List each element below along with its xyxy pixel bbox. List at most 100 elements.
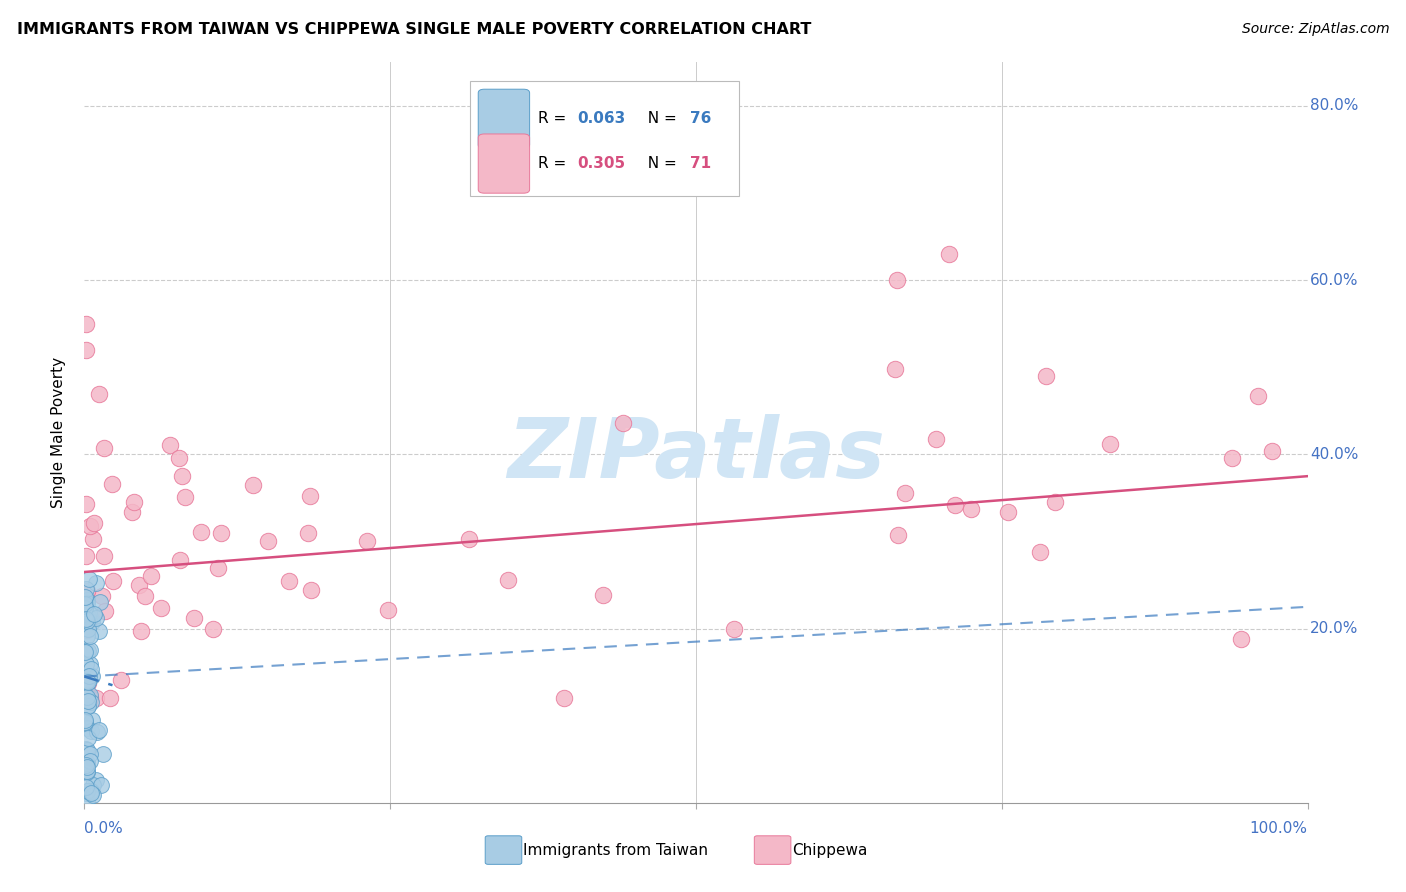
Point: [73, 590, 96, 604]
Point: [77, 621, 100, 635]
Point: [75, 549, 97, 563]
Point: [938, 247, 960, 261]
Point: [79, 657, 101, 671]
Point: [83, 516, 105, 530]
Point: [75, 601, 97, 615]
Point: [76, 721, 98, 735]
Point: [943, 498, 966, 512]
Point: [80, 669, 103, 683]
Point: [202, 622, 225, 636]
Point: [209, 525, 232, 540]
Point: [73, 620, 96, 634]
Point: [76, 596, 98, 610]
Point: [76, 629, 98, 643]
Point: [75, 317, 97, 331]
Point: [131, 624, 153, 639]
Point: [76, 756, 98, 770]
Point: [299, 489, 322, 503]
Point: [80, 714, 103, 728]
Point: [82, 532, 104, 546]
Text: 71: 71: [690, 156, 711, 171]
Point: [75, 612, 97, 626]
Point: [89, 595, 111, 609]
Point: [121, 505, 143, 519]
Point: [76, 623, 98, 637]
Point: [79, 688, 101, 702]
Point: [93, 549, 115, 563]
Point: [1247, 389, 1270, 403]
Point: [723, 622, 745, 636]
Point: [77, 668, 100, 682]
Point: [886, 527, 908, 541]
Point: [76, 793, 98, 807]
Point: [1220, 450, 1243, 465]
Point: [87, 723, 110, 738]
Point: [77, 613, 100, 627]
Text: 0.305: 0.305: [578, 156, 626, 171]
Point: [997, 505, 1019, 519]
Point: [76, 783, 98, 797]
Point: [592, 588, 614, 602]
Point: [73, 645, 96, 659]
Point: [79, 691, 101, 706]
Point: [77, 606, 100, 620]
Point: [149, 600, 172, 615]
Point: [683, 99, 706, 113]
Point: [75, 757, 97, 772]
Point: [278, 574, 301, 589]
Point: [553, 691, 575, 706]
Point: [1043, 495, 1066, 509]
Point: [1229, 632, 1251, 646]
Point: [183, 611, 205, 625]
Point: [76, 673, 98, 688]
Point: [207, 561, 229, 575]
Point: [1261, 444, 1284, 458]
Y-axis label: Single Male Poverty: Single Male Poverty: [51, 357, 66, 508]
Point: [79, 662, 101, 676]
Point: [498, 573, 520, 587]
Point: [173, 491, 195, 505]
Point: [356, 533, 378, 548]
Point: [75, 497, 97, 511]
Point: [98, 691, 121, 706]
Point: [76, 690, 98, 704]
Text: 60.0%: 60.0%: [1310, 273, 1358, 288]
Point: [75, 780, 97, 795]
Point: [82, 789, 104, 803]
Point: [76, 675, 98, 690]
Point: [458, 532, 481, 546]
Point: [79, 629, 101, 643]
Point: [169, 553, 191, 567]
Point: [242, 478, 264, 492]
Text: Source: ZipAtlas.com: Source: ZipAtlas.com: [1241, 22, 1389, 37]
Point: [886, 273, 908, 287]
Point: [122, 495, 145, 509]
Text: 0.063: 0.063: [578, 112, 626, 127]
Point: [84, 691, 107, 706]
Point: [76, 764, 98, 779]
Text: N =: N =: [638, 156, 682, 171]
Point: [128, 578, 150, 592]
Point: [76, 622, 98, 636]
Point: [299, 583, 322, 598]
Point: [75, 343, 97, 357]
Text: Chippewa: Chippewa: [793, 843, 868, 857]
Point: [83, 607, 105, 621]
Point: [76, 614, 98, 628]
Point: [75, 657, 97, 671]
Text: 76: 76: [690, 112, 711, 127]
Point: [77, 609, 100, 624]
Point: [90, 590, 112, 604]
Point: [76, 742, 98, 756]
Point: [82, 615, 104, 629]
Point: [1028, 544, 1050, 558]
Point: [79, 643, 101, 657]
Point: [76, 692, 98, 706]
FancyBboxPatch shape: [470, 81, 738, 195]
Point: [79, 723, 101, 738]
Text: 0.0%: 0.0%: [84, 822, 124, 837]
Text: R =: R =: [538, 156, 571, 171]
Point: [79, 747, 101, 762]
Text: R =: R =: [538, 112, 571, 127]
Point: [925, 432, 948, 446]
